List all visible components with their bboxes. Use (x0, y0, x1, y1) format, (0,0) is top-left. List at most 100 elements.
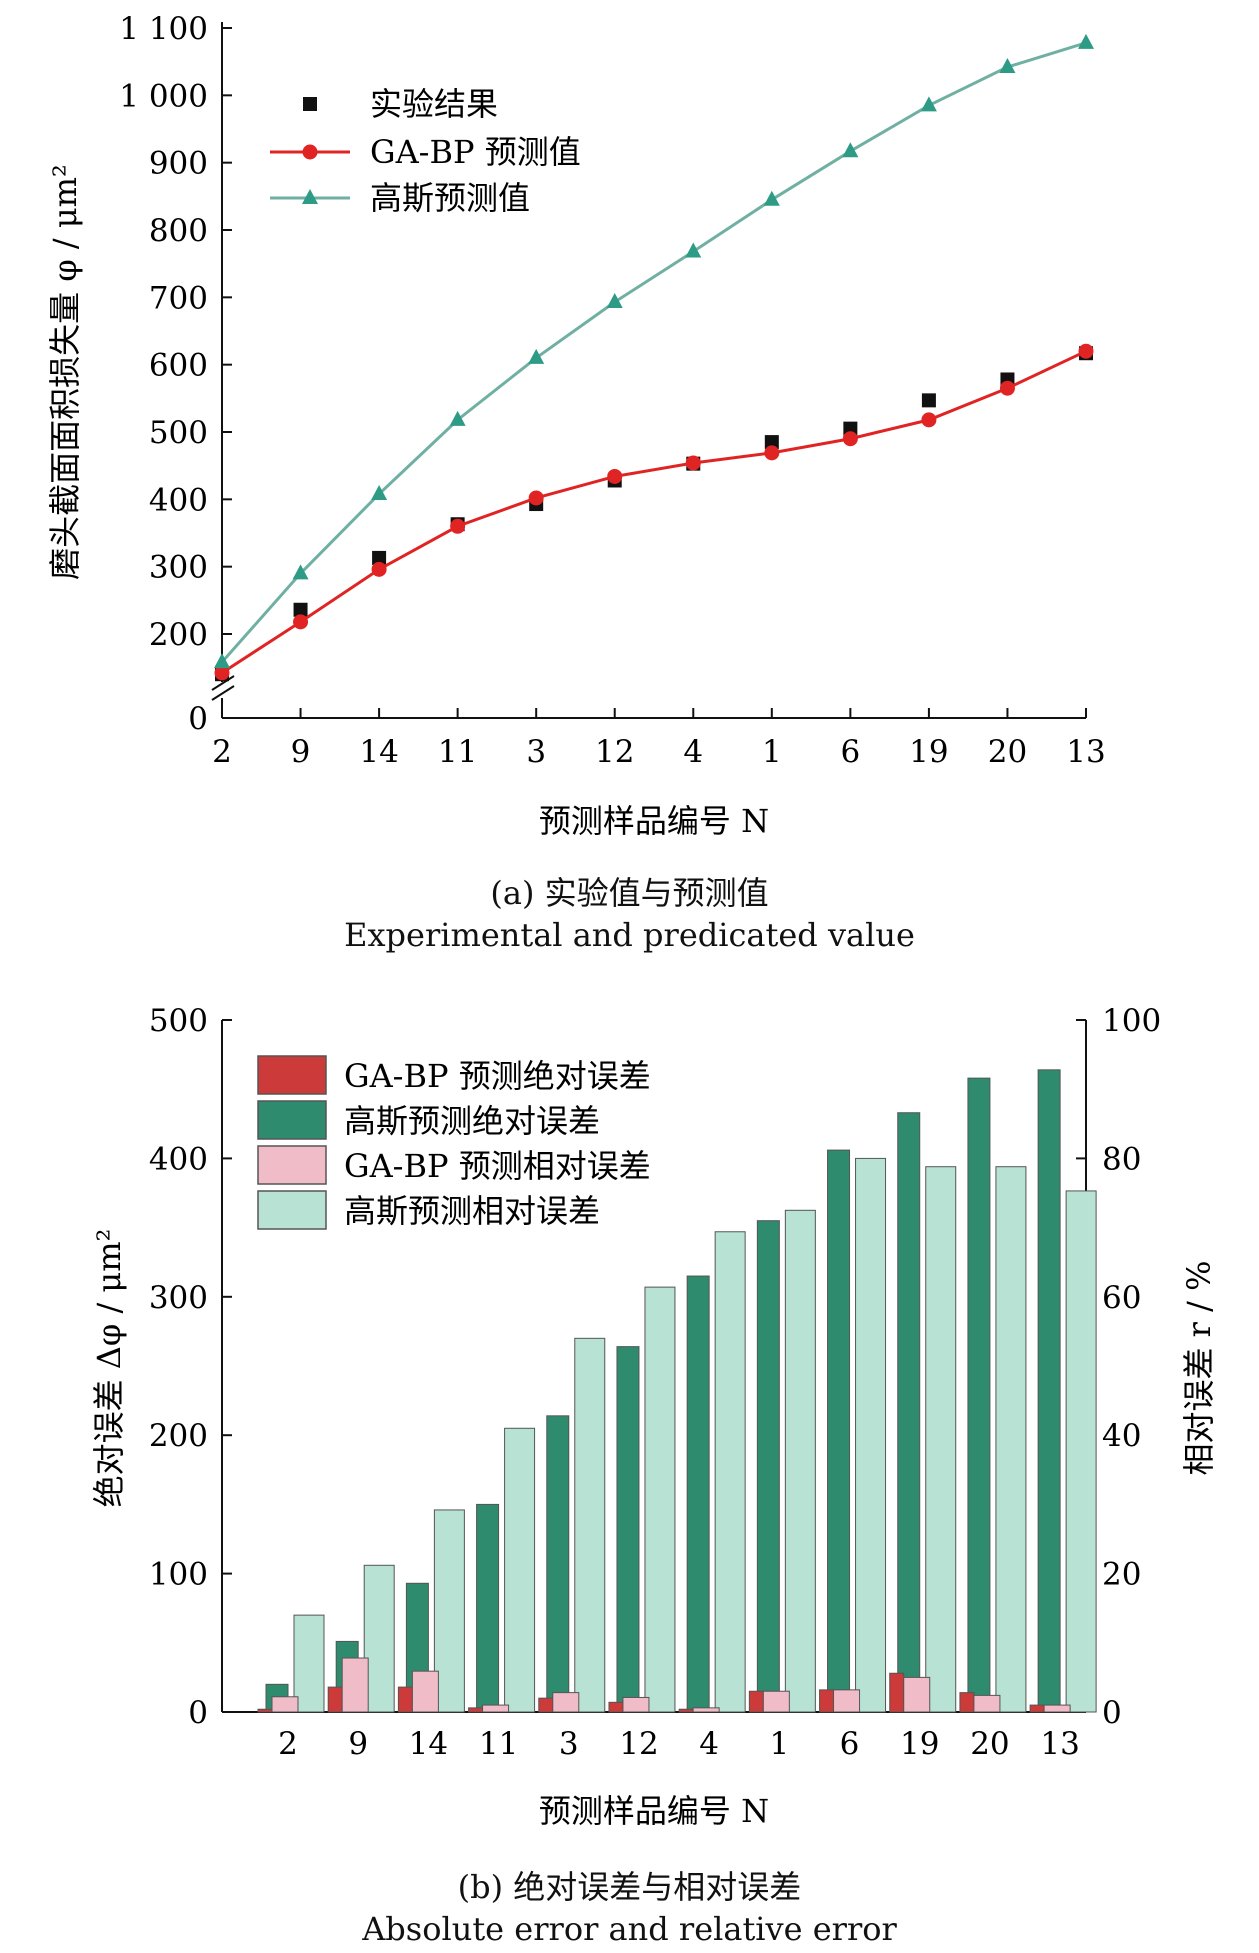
data-point-square (921, 393, 936, 408)
data-point-circle (921, 412, 937, 428)
x-tick-label: 14 (409, 1726, 448, 1762)
x-tick-label: 6 (840, 734, 860, 770)
y-tick-label-right: 60 (1102, 1280, 1141, 1316)
x-tick-label: 11 (479, 1726, 518, 1762)
caption-a-en: Experimental and predicated value (344, 916, 915, 954)
y-tick-label: 200 (149, 617, 208, 653)
x-tick-label: 2 (212, 734, 232, 770)
y-tick-label-right: 20 (1102, 1557, 1141, 1593)
bar-gauss-rel (1065, 1190, 1097, 1713)
x-tick-label: 6 (840, 1726, 860, 1762)
x-tick-label: 4 (699, 1726, 719, 1762)
bar-gabp-abs (397, 1686, 413, 1713)
x-tick-label: 20 (970, 1726, 1009, 1762)
caption-a: (a) 实验值与预测值 (490, 874, 769, 912)
legend-label: 高斯预测值 (370, 179, 530, 217)
legend-label: GA-BP 预测绝对误差 (344, 1057, 651, 1095)
y-tick-label: 300 (149, 550, 208, 586)
bar-gauss-rel (784, 1209, 816, 1713)
data-point-square (293, 602, 308, 617)
legend-swatch (257, 1100, 327, 1140)
y-axis-title-left: 绝对误差 Δφ / μm² (90, 1229, 128, 1508)
data-point-circle (450, 518, 466, 534)
bar-gauss-rel (855, 1157, 887, 1713)
data-point-circle (842, 431, 858, 447)
y-tick-label-left: 300 (149, 1280, 208, 1316)
bar-gabp-rel (762, 1690, 790, 1713)
bar-gabp-abs (327, 1686, 343, 1713)
x-tick-label: 1 (769, 1726, 789, 1762)
bar-gauss-abs (1037, 1069, 1061, 1713)
bar-gabp-abs (678, 1708, 694, 1713)
x-axis-title: 预测样品编号 N (539, 1792, 769, 1830)
bar-gauss-abs (756, 1220, 780, 1713)
bar-gauss-abs (827, 1149, 851, 1713)
data-point-circle (528, 490, 544, 506)
legend-swatch (257, 1190, 327, 1230)
bar-gabp-abs (608, 1701, 624, 1713)
data-point-circle (685, 455, 701, 471)
legend-marker (302, 144, 318, 160)
x-tick-label: 20 (988, 734, 1027, 770)
data-point-circle (371, 561, 387, 577)
bar-gabp-rel (552, 1692, 580, 1713)
x-tick-label: 3 (526, 734, 546, 770)
data-point-triangle (999, 58, 1016, 74)
series-line-2 (220, 41, 1087, 664)
bar-gabp-abs (1029, 1704, 1045, 1713)
y-tick-label-left: 0 (188, 1695, 208, 1731)
bar-gabp-rel (903, 1676, 931, 1713)
bar-gabp-rel (341, 1657, 369, 1713)
y-tick-label: 1 000 (119, 78, 208, 114)
x-tick-label: 4 (683, 734, 703, 770)
bar-gauss-rel (433, 1509, 465, 1713)
bar-gabp-rel (833, 1689, 861, 1713)
data-point-square (764, 435, 779, 450)
bar-gauss-rel (293, 1614, 325, 1713)
y-tick-label: 700 (149, 280, 208, 316)
y-tick-label: 0 (188, 701, 208, 737)
y-tick-label: 400 (149, 482, 208, 518)
bar-gabp-rel (271, 1696, 299, 1713)
data-point-triangle (371, 484, 388, 500)
y-tick-label-left: 100 (149, 1557, 208, 1593)
data-point-triangle (214, 653, 230, 669)
y-tick-label: 1 100 (119, 11, 208, 47)
data-point-triangle (842, 142, 859, 158)
bar-gabp-abs (959, 1692, 975, 1713)
bar-gauss-abs (476, 1503, 500, 1713)
y-tick-label-right: 0 (1102, 1695, 1122, 1731)
bar-gabp-abs (748, 1690, 764, 1713)
data-point-circle (999, 380, 1015, 396)
bar-gauss-rel (574, 1337, 606, 1713)
data-point-circle (1078, 343, 1094, 359)
x-tick-label: 3 (559, 1726, 579, 1762)
bar-gabp-rel (411, 1670, 439, 1713)
legend-marker (303, 97, 317, 111)
legend-label: 高斯预测绝对误差 (344, 1102, 600, 1140)
bar-gabp-rel (1043, 1704, 1071, 1713)
y-tick-label-right: 80 (1102, 1141, 1141, 1177)
y-tick-label-right: 40 (1102, 1418, 1141, 1454)
x-tick-label: 13 (1040, 1726, 1079, 1762)
data-point-triangle (685, 242, 702, 258)
x-tick-label: 12 (619, 1726, 658, 1762)
data-point-triangle (920, 96, 937, 112)
x-tick-label: 12 (595, 734, 634, 770)
bar-gauss-abs (616, 1346, 640, 1713)
x-axis-title: 预测样品编号 N (539, 802, 769, 840)
bar-gauss-abs (686, 1275, 710, 1713)
data-point-triangle (1078, 33, 1094, 49)
y-tick-label-left: 200 (149, 1418, 208, 1454)
bar-gabp-rel (482, 1704, 510, 1713)
bar-gabp-abs (257, 1708, 273, 1713)
legend-swatch (257, 1145, 327, 1185)
bar-gauss-abs (897, 1112, 921, 1713)
legend-label: 高斯预测相对误差 (344, 1192, 600, 1230)
axis-break-mark (211, 685, 235, 701)
data-point-circle (293, 614, 309, 630)
x-tick-label: 9 (348, 1726, 368, 1762)
x-tick-label: 19 (909, 734, 948, 770)
x-tick-label: 11 (438, 734, 477, 770)
